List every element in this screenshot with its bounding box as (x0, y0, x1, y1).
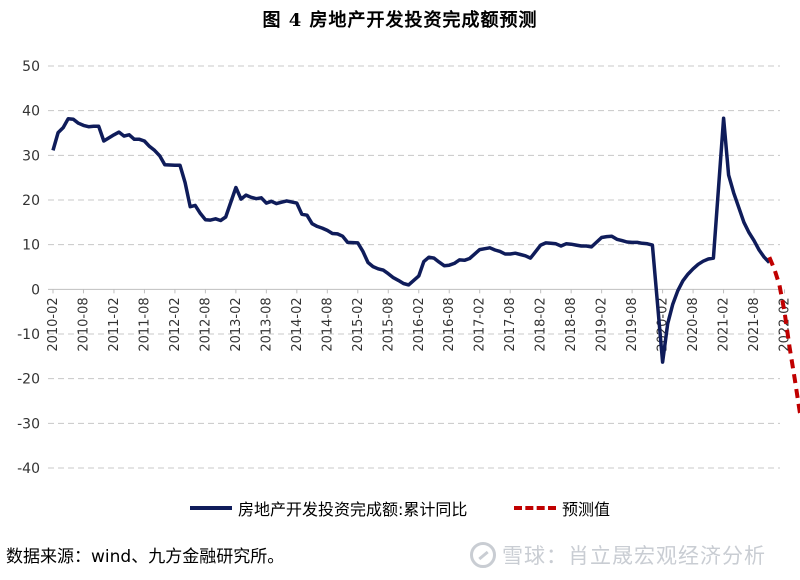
x-tick-label: 2013-08 (259, 297, 274, 351)
y-tick-label: -40 (17, 461, 40, 477)
y-tick-label: -10 (17, 327, 40, 343)
actual-series-line (51, 116, 771, 364)
legend-item-forecast: 预测值 (514, 496, 610, 520)
x-tick-label: 2015-08 (381, 297, 396, 351)
x-tick-label: 2021-08 (747, 297, 762, 351)
y-tick-label: 50 (22, 59, 40, 75)
y-tick-label: 40 (22, 104, 40, 120)
y-tick-label: 0 (31, 282, 40, 298)
gridlines (48, 65, 780, 469)
y-tick-label: 30 (22, 148, 40, 164)
x-tick-label: 2016-08 (442, 297, 457, 351)
legend-item-actual: 房地产开发投资完成额:累计同比 (190, 496, 467, 520)
y-tick-label: 10 (22, 238, 40, 254)
x-tick-label: 2012-08 (198, 297, 213, 351)
x-tick-label: 2020-08 (686, 297, 701, 351)
x-tick-label: 2018-02 (534, 297, 549, 351)
x-tick-label: 2011-08 (137, 297, 152, 351)
x-tick-label: 2011-02 (107, 297, 122, 351)
x-tick-label: 2017-02 (473, 297, 488, 351)
legend-label-actual: 房地产开发投资完成额:累计同比 (238, 500, 468, 519)
y-tick-label: -20 (17, 372, 40, 388)
x-tick-label: 2017-08 (503, 297, 518, 351)
legend: 房地产开发投资完成额:累计同比 预测值 (0, 496, 800, 520)
y-tick-label: 20 (22, 193, 40, 209)
watermark: 雪球：肖立晟宏观经济分析 (470, 540, 766, 570)
legend-label-forecast: 预测值 (562, 500, 611, 519)
x-tick-label: 2016-02 (412, 297, 427, 351)
legend-swatch-actual (190, 506, 232, 510)
x-tick-label: 2019-02 (595, 297, 610, 351)
legend-swatch-forecast (514, 506, 556, 510)
x-axis-ticks: 2010-02 2010-08 2011-02 2011-08 2012-02 2012-… (46, 289, 793, 352)
x-tick-label: 2010-08 (76, 297, 91, 351)
x-tick-label: 2021-02 (717, 297, 732, 351)
x-tick-label: 2014-02 (290, 297, 305, 351)
y-tick-label: -30 (17, 416, 40, 432)
forecast-series-line (767, 256, 800, 418)
x-tick-label: 2010-02 (46, 297, 61, 351)
watermark-text: 雪球：肖立晟宏观经济分析 (502, 544, 766, 568)
x-tick-label: 2018-08 (564, 297, 579, 351)
y-axis-ticks: 50 40 30 20 10 0 -10 -20 -30 -40 (17, 59, 40, 477)
snowball-logo-icon (470, 542, 496, 568)
series-lines (51, 116, 800, 418)
x-tick-label: 2012-02 (168, 297, 183, 351)
x-tick-label: 2013-02 (229, 297, 244, 351)
data-source-note: 数据来源：wind、九方金融研究所。 (6, 547, 285, 567)
chart-title: 图 4 房地产开发投资完成额预测 (262, 10, 538, 31)
x-tick-label: 2019-08 (625, 297, 640, 351)
x-tick-label: 2014-08 (320, 297, 335, 351)
x-tick-label: 2015-02 (351, 297, 366, 351)
